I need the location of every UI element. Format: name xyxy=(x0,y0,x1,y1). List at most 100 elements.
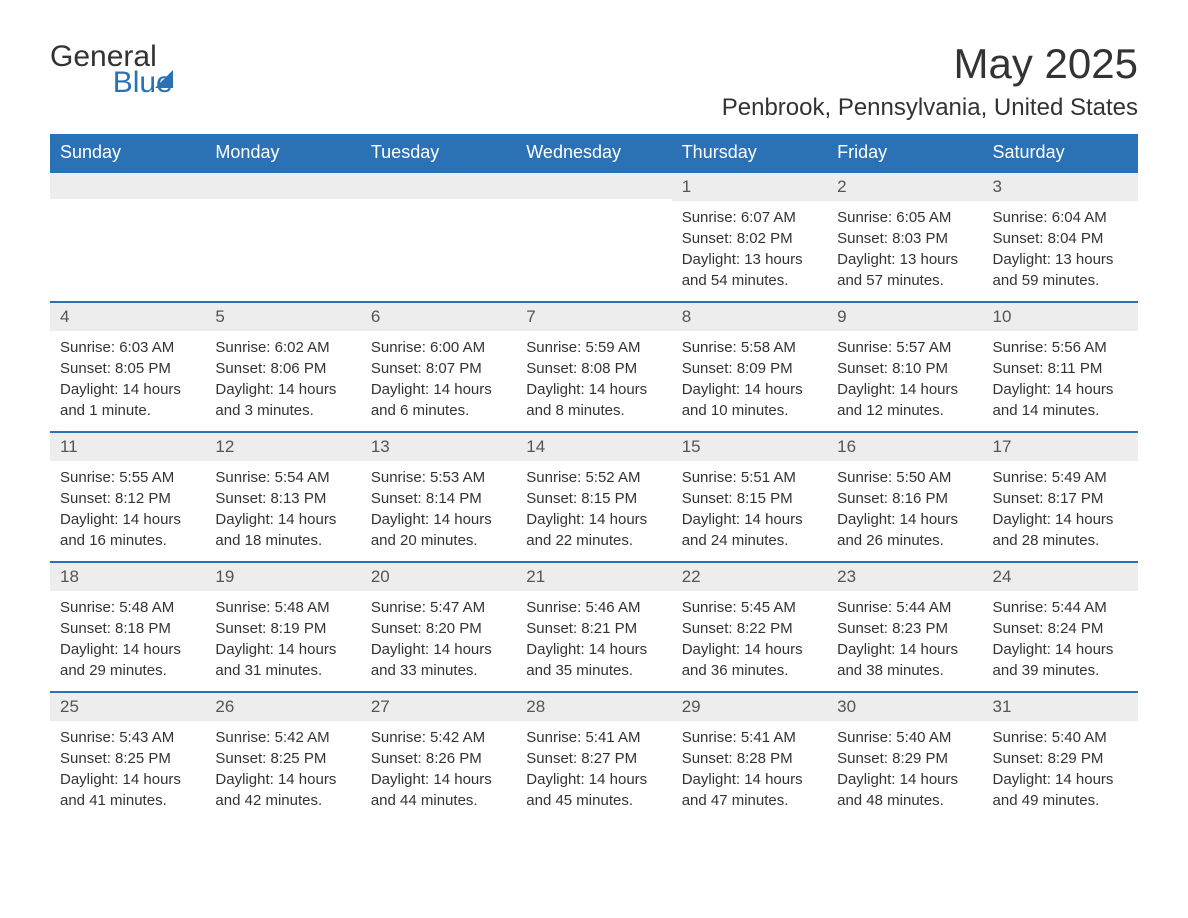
daylight-text: Daylight: 14 hours and 39 minutes. xyxy=(993,639,1128,681)
calendar-cell xyxy=(50,171,205,301)
day-content: Sunrise: 5:48 AMSunset: 8:18 PMDaylight:… xyxy=(50,591,205,687)
sunrise-text: Sunrise: 5:43 AM xyxy=(60,727,195,748)
weekday-thursday: Thursday xyxy=(672,134,827,171)
daylight-text: Daylight: 14 hours and 28 minutes. xyxy=(993,509,1128,551)
sunrise-text: Sunrise: 5:49 AM xyxy=(993,467,1128,488)
day-number-row: 10 xyxy=(983,301,1138,331)
daylight-text: Daylight: 14 hours and 18 minutes. xyxy=(215,509,350,551)
day-content: Sunrise: 5:41 AMSunset: 8:28 PMDaylight:… xyxy=(672,721,827,817)
day-cell: 23Sunrise: 5:44 AMSunset: 8:23 PMDayligh… xyxy=(827,561,982,687)
daylight-text: Daylight: 14 hours and 41 minutes. xyxy=(60,769,195,811)
day-content: Sunrise: 5:53 AMSunset: 8:14 PMDaylight:… xyxy=(361,461,516,557)
day-number-row: 31 xyxy=(983,691,1138,721)
day-number: 24 xyxy=(983,563,1138,591)
sunset-text: Sunset: 8:20 PM xyxy=(371,618,506,639)
sunrise-text: Sunrise: 6:05 AM xyxy=(837,207,972,228)
day-number: 17 xyxy=(983,433,1138,461)
day-number: 16 xyxy=(827,433,982,461)
day-number: 31 xyxy=(983,693,1138,721)
calendar-cell: 10Sunrise: 5:56 AMSunset: 8:11 PMDayligh… xyxy=(983,301,1138,431)
calendar-row: 1Sunrise: 6:07 AMSunset: 8:02 PMDaylight… xyxy=(50,171,1138,301)
sunrise-text: Sunrise: 5:42 AM xyxy=(215,727,350,748)
day-number-row: 8 xyxy=(672,301,827,331)
sunset-text: Sunset: 8:12 PM xyxy=(60,488,195,509)
day-number: 28 xyxy=(516,693,671,721)
day-number-row: 22 xyxy=(672,561,827,591)
calendar-row: 4Sunrise: 6:03 AMSunset: 8:05 PMDaylight… xyxy=(50,301,1138,431)
logo-text-blue: Blue xyxy=(113,66,173,99)
day-number-row: 15 xyxy=(672,431,827,461)
day-content: Sunrise: 5:51 AMSunset: 8:15 PMDaylight:… xyxy=(672,461,827,557)
day-cell: 22Sunrise: 5:45 AMSunset: 8:22 PMDayligh… xyxy=(672,561,827,687)
daylight-text: Daylight: 14 hours and 38 minutes. xyxy=(837,639,972,681)
day-number-row: 6 xyxy=(361,301,516,331)
day-number: 30 xyxy=(827,693,982,721)
sunset-text: Sunset: 8:15 PM xyxy=(682,488,817,509)
day-content: Sunrise: 5:42 AMSunset: 8:26 PMDaylight:… xyxy=(361,721,516,817)
daylight-text: Daylight: 14 hours and 24 minutes. xyxy=(682,509,817,551)
day-content: Sunrise: 5:42 AMSunset: 8:25 PMDaylight:… xyxy=(205,721,360,817)
day-cell: 30Sunrise: 5:40 AMSunset: 8:29 PMDayligh… xyxy=(827,691,982,817)
day-content: Sunrise: 5:55 AMSunset: 8:12 PMDaylight:… xyxy=(50,461,205,557)
day-number-row: 5 xyxy=(205,301,360,331)
day-cell: 5Sunrise: 6:02 AMSunset: 8:06 PMDaylight… xyxy=(205,301,360,427)
sunrise-text: Sunrise: 5:52 AM xyxy=(526,467,661,488)
sunrise-text: Sunrise: 6:04 AM xyxy=(993,207,1128,228)
day-number-row: 20 xyxy=(361,561,516,591)
daylight-text: Daylight: 14 hours and 48 minutes. xyxy=(837,769,972,811)
day-content: Sunrise: 6:05 AMSunset: 8:03 PMDaylight:… xyxy=(827,201,982,297)
day-number-row: 3 xyxy=(983,171,1138,201)
day-cell: 10Sunrise: 5:56 AMSunset: 8:11 PMDayligh… xyxy=(983,301,1138,427)
day-number: 13 xyxy=(361,433,516,461)
calendar-cell: 4Sunrise: 6:03 AMSunset: 8:05 PMDaylight… xyxy=(50,301,205,431)
daylight-text: Daylight: 14 hours and 12 minutes. xyxy=(837,379,972,421)
day-number: 1 xyxy=(672,173,827,201)
daylight-text: Daylight: 14 hours and 26 minutes. xyxy=(837,509,972,551)
sunrise-text: Sunrise: 5:46 AM xyxy=(526,597,661,618)
weekday-friday: Friday xyxy=(827,134,982,171)
day-cell: 1Sunrise: 6:07 AMSunset: 8:02 PMDaylight… xyxy=(672,171,827,297)
day-number: 26 xyxy=(205,693,360,721)
sunset-text: Sunset: 8:23 PM xyxy=(837,618,972,639)
sunrise-text: Sunrise: 5:40 AM xyxy=(993,727,1128,748)
calendar-row: 25Sunrise: 5:43 AMSunset: 8:25 PMDayligh… xyxy=(50,691,1138,821)
day-cell: 7Sunrise: 5:59 AMSunset: 8:08 PMDaylight… xyxy=(516,301,671,427)
day-content: Sunrise: 5:58 AMSunset: 8:09 PMDaylight:… xyxy=(672,331,827,427)
weekday-wednesday: Wednesday xyxy=(516,134,671,171)
calendar-cell: 14Sunrise: 5:52 AMSunset: 8:15 PMDayligh… xyxy=(516,431,671,561)
daylight-text: Daylight: 14 hours and 8 minutes. xyxy=(526,379,661,421)
day-number: 25 xyxy=(50,693,205,721)
day-cell: 16Sunrise: 5:50 AMSunset: 8:16 PMDayligh… xyxy=(827,431,982,557)
day-number-row: 18 xyxy=(50,561,205,591)
day-number-row: 19 xyxy=(205,561,360,591)
day-cell: 29Sunrise: 5:41 AMSunset: 8:28 PMDayligh… xyxy=(672,691,827,817)
calendar-cell: 29Sunrise: 5:41 AMSunset: 8:28 PMDayligh… xyxy=(672,691,827,821)
calendar-header-row: Sunday Monday Tuesday Wednesday Thursday… xyxy=(50,134,1138,171)
sunrise-text: Sunrise: 5:41 AM xyxy=(526,727,661,748)
sunset-text: Sunset: 8:28 PM xyxy=(682,748,817,769)
sunset-text: Sunset: 8:18 PM xyxy=(60,618,195,639)
sunrise-text: Sunrise: 6:03 AM xyxy=(60,337,195,358)
sunrise-text: Sunrise: 6:02 AM xyxy=(215,337,350,358)
sunrise-text: Sunrise: 5:44 AM xyxy=(993,597,1128,618)
day-number-row: 2 xyxy=(827,171,982,201)
daylight-text: Daylight: 14 hours and 47 minutes. xyxy=(682,769,817,811)
calendar-cell: 30Sunrise: 5:40 AMSunset: 8:29 PMDayligh… xyxy=(827,691,982,821)
day-cell: 3Sunrise: 6:04 AMSunset: 8:04 PMDaylight… xyxy=(983,171,1138,297)
calendar-cell xyxy=(361,171,516,301)
sunset-text: Sunset: 8:11 PM xyxy=(993,358,1128,379)
sunrise-text: Sunrise: 6:00 AM xyxy=(371,337,506,358)
sunset-text: Sunset: 8:06 PM xyxy=(215,358,350,379)
day-number: 15 xyxy=(672,433,827,461)
day-cell: 20Sunrise: 5:47 AMSunset: 8:20 PMDayligh… xyxy=(361,561,516,687)
day-content: Sunrise: 6:07 AMSunset: 8:02 PMDaylight:… xyxy=(672,201,827,297)
day-content: Sunrise: 5:59 AMSunset: 8:08 PMDaylight:… xyxy=(516,331,671,427)
title-block: May 2025 Penbrook, Pennsylvania, United … xyxy=(722,40,1138,122)
day-cell: 11Sunrise: 5:55 AMSunset: 8:12 PMDayligh… xyxy=(50,431,205,557)
day-cell: 15Sunrise: 5:51 AMSunset: 8:15 PMDayligh… xyxy=(672,431,827,557)
sunrise-text: Sunrise: 5:53 AM xyxy=(371,467,506,488)
day-cell: 8Sunrise: 5:58 AMSunset: 8:09 PMDaylight… xyxy=(672,301,827,427)
day-cell: 14Sunrise: 5:52 AMSunset: 8:15 PMDayligh… xyxy=(516,431,671,557)
sunset-text: Sunset: 8:14 PM xyxy=(371,488,506,509)
day-number-row: 11 xyxy=(50,431,205,461)
